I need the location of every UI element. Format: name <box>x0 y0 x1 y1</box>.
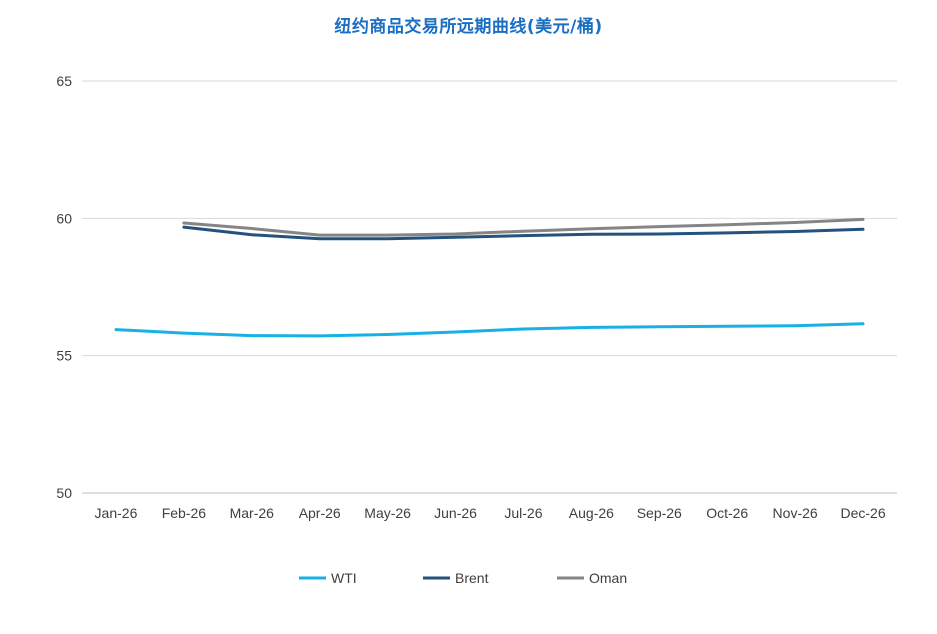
series-line-oman <box>182 217 865 237</box>
x-tick-label: Dec-26 <box>840 505 885 521</box>
y-tick-label: 60 <box>56 210 72 226</box>
x-tick-label: Jan-26 <box>95 505 138 521</box>
x-tick-label: Jun-26 <box>434 505 477 521</box>
x-tick-label: Mar-26 <box>230 505 275 521</box>
x-tick-label: Aug-26 <box>569 505 614 521</box>
y-tick-label: 65 <box>56 73 72 89</box>
legend-label-oman: Oman <box>589 570 627 586</box>
legend-label-brent: Brent <box>455 570 489 586</box>
series-line-wti <box>114 322 865 338</box>
x-tick-label: Jul-26 <box>504 505 542 521</box>
y-tick-label: 55 <box>56 348 72 364</box>
series-line-brent <box>182 225 865 241</box>
x-tick-label: Nov-26 <box>773 505 818 521</box>
chart-title: 纽约商品交易所远期曲线(美元/桶) <box>334 17 603 37</box>
series-lines <box>114 217 865 338</box>
x-tick-label: Apr-26 <box>299 505 341 521</box>
legend: WTI Brent Oman <box>299 570 627 586</box>
x-tick-label: May-26 <box>364 505 411 521</box>
x-tick-label: Sep-26 <box>637 505 682 521</box>
x-axis-ticks: Jan-26 Feb-26 Mar-26 Apr-26 May-26 Jun-26 Jul-… <box>95 505 886 521</box>
legend-label-wti: WTI <box>331 570 357 586</box>
y-axis-ticks: 50 55 60 65 <box>56 73 72 501</box>
x-tick-label: Oct-26 <box>706 505 748 521</box>
x-tick-label: Feb-26 <box>162 505 207 521</box>
grid-lines <box>82 80 897 494</box>
y-tick-label: 50 <box>56 485 72 501</box>
